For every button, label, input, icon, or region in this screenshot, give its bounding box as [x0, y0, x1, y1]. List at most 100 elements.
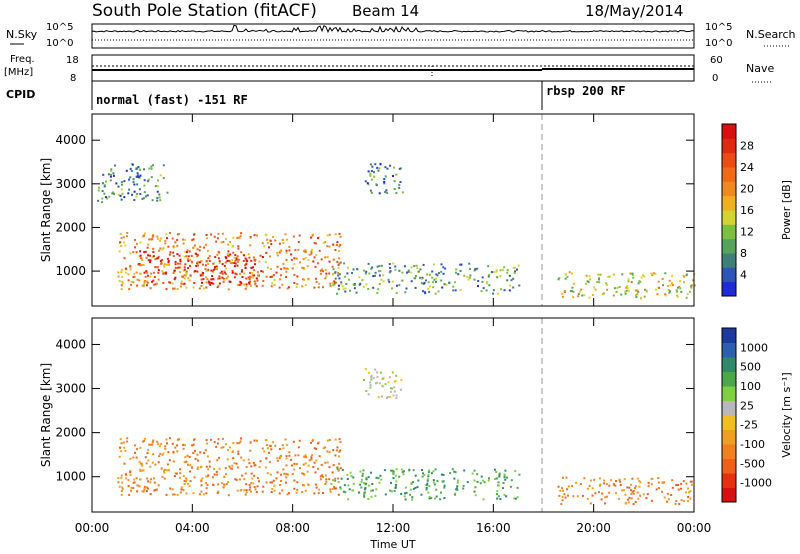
echo-cell	[146, 486, 148, 489]
echo-cell	[236, 255, 239, 258]
echo-cell	[218, 277, 221, 280]
echo-cell	[256, 485, 259, 488]
echo-cell	[178, 476, 181, 479]
echo-cell	[255, 277, 258, 280]
echo-cell	[407, 270, 410, 273]
echo-cell	[220, 446, 223, 449]
echo-cell	[241, 276, 244, 278]
freq-strip: Freq. [MHz] 18 8 60 0 Nave	[4, 54, 774, 84]
echo-cell	[215, 470, 218, 473]
echo-cell	[285, 464, 288, 467]
echo-cell	[200, 490, 203, 493]
echo-cell	[157, 461, 160, 464]
echo-cell	[476, 481, 479, 483]
echo-cell	[132, 276, 135, 279]
echo-cell	[132, 456, 135, 459]
echo-cell	[179, 258, 182, 261]
x-tick-label: 12:00	[376, 521, 411, 535]
echo-cell	[372, 286, 375, 289]
echo-cell	[216, 237, 219, 240]
echo-cell	[274, 444, 277, 447]
echo-cell	[243, 254, 246, 257]
echo-cell	[281, 283, 284, 286]
echo-cell	[430, 497, 433, 500]
echo-cell	[376, 265, 379, 268]
echo-cell	[128, 188, 131, 191]
echo-cell	[233, 262, 236, 264]
echo-cell	[583, 294, 586, 297]
echo-cell	[110, 168, 113, 171]
echo-cell	[158, 196, 161, 199]
echo-cell	[310, 236, 313, 239]
echo-cell	[285, 258, 288, 261]
echo-cell	[440, 491, 442, 494]
echo-cell	[567, 494, 569, 497]
echo-cell	[414, 275, 417, 277]
echo-cell	[333, 283, 336, 286]
echo-cell	[103, 192, 106, 195]
cpid-mode1-label: normal (fast) -151 RF	[96, 93, 248, 107]
echo-cell	[496, 276, 499, 279]
colorbar-tick-label: 25	[740, 399, 754, 412]
echo-cell	[688, 290, 691, 293]
echo-cell	[585, 274, 588, 277]
echo-cell	[205, 276, 207, 279]
echo-cell	[307, 483, 310, 486]
echo-cell	[199, 260, 202, 263]
echo-cell	[329, 488, 332, 491]
echo-cell	[249, 449, 252, 452]
echo-cell	[637, 282, 640, 285]
echo-cell	[221, 276, 224, 279]
echo-cell	[325, 272, 328, 275]
echo-cell	[214, 266, 217, 268]
echo-cell	[441, 286, 444, 289]
echo-cell	[636, 491, 639, 494]
echo-cell	[152, 271, 155, 274]
echo-cell	[636, 293, 639, 296]
echo-cell	[287, 492, 290, 495]
echo-cell	[280, 268, 283, 271]
echo-cell	[432, 479, 435, 482]
echo-cell	[154, 488, 157, 491]
echo-cell	[487, 265, 490, 268]
echo-cell	[262, 485, 265, 488]
echo-cell	[324, 474, 327, 477]
echo-cell	[132, 487, 135, 489]
echo-cell	[395, 397, 398, 400]
echo-cell	[331, 471, 334, 474]
echo-cell	[117, 193, 120, 196]
echo-cell	[237, 258, 240, 261]
echo-cell	[379, 270, 382, 272]
echo-cell	[219, 271, 222, 274]
echo-cell	[172, 287, 175, 290]
echo-cell	[346, 473, 349, 476]
echo-cell	[237, 245, 240, 248]
echo-cell	[332, 449, 335, 451]
echo-cell	[310, 455, 313, 458]
echo-region	[364, 162, 404, 195]
echo-cell	[229, 253, 232, 256]
echo-cell	[189, 464, 192, 467]
echo-cell	[229, 446, 231, 449]
echo-cell	[655, 288, 658, 291]
echo-cell	[349, 471, 352, 474]
echo-cell	[376, 376, 379, 379]
echo-cell	[269, 481, 272, 484]
echo-cell	[133, 183, 136, 186]
echo-cell	[143, 191, 146, 194]
echo-cell	[306, 470, 309, 473]
colorbar-title: Power [dB]	[780, 180, 793, 240]
echo-cell	[657, 280, 660, 283]
echo-cell	[308, 253, 311, 256]
echo-cell	[183, 444, 186, 447]
echo-cell	[337, 266, 340, 269]
echo-cell	[232, 251, 235, 254]
echo-region	[330, 467, 521, 501]
echo-cell	[689, 497, 692, 500]
echo-cell	[403, 495, 406, 498]
echo-cell	[630, 497, 633, 500]
echo-cell	[138, 279, 141, 282]
echo-cell	[139, 272, 142, 275]
echo-cell	[319, 272, 322, 275]
echo-cell	[146, 246, 149, 249]
